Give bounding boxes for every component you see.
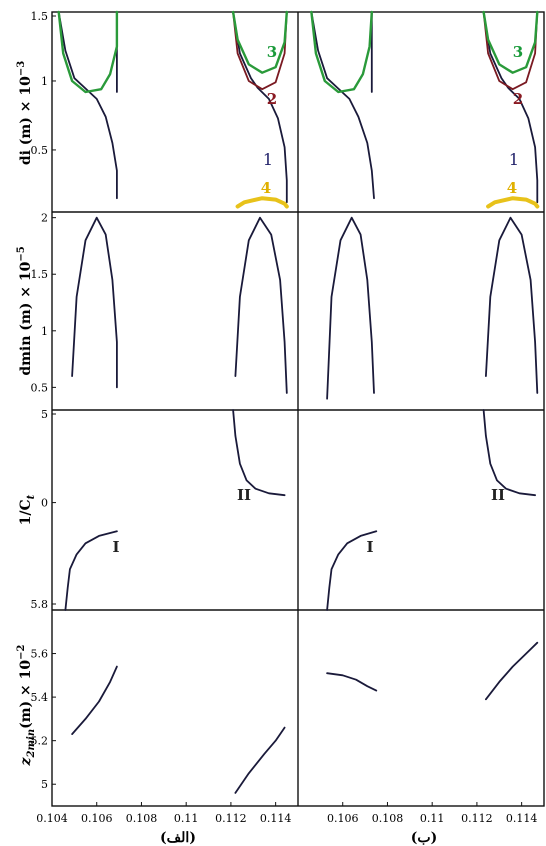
curve-row2-right-s0-seg1 [485, 216, 539, 394]
curve-row1-left-s3-seg0 [235, 196, 289, 209]
curve-row1-right-s3-seg0 [486, 196, 540, 209]
curve-row3-right-s1-seg0 [482, 409, 536, 497]
x-tick-right-1: 0.108 [372, 812, 404, 825]
annotation-2-0: 2 [267, 90, 277, 108]
curve-row1-right-s1-seg0 [482, 11, 539, 91]
curve-row4-left-s0-seg1 [234, 726, 286, 794]
x-tick-left-0: 0.104 [36, 812, 68, 825]
annotation-3-1: 3 [513, 43, 523, 61]
y-tick-r1-2: 0.5 [31, 144, 49, 157]
y-tick-r2-0: 2 [41, 212, 48, 225]
curve-row1-left-s0-seg2 [232, 11, 288, 204]
x-tick-left-3: 0.11 [174, 812, 199, 825]
y-tick-r1-1: 1 [41, 75, 48, 88]
curve-row3-right-s0-seg0 [326, 530, 378, 611]
curve-row1-right-s2-seg0 [310, 10, 373, 94]
annotation-1-1: 1 [509, 150, 519, 169]
curve-row2-left-s0-seg1 [234, 216, 288, 394]
annotation-4-0: 4 [261, 179, 271, 197]
x-tick-left-1: 0.106 [81, 812, 113, 825]
curve-row3-left-s1-seg0 [232, 409, 286, 497]
y-tick-r4-3: 5 [41, 778, 48, 791]
y-tick-r1-0: 1.5 [31, 10, 49, 23]
curve-row2-right-s0-seg0 [326, 216, 375, 400]
y-tick-r2-3: 0.5 [31, 381, 49, 394]
x-tick-right-4: 0.114 [506, 812, 538, 825]
x-tick-right-2: 0.11 [420, 812, 445, 825]
y-tick-r4-2: 5.2 [31, 735, 49, 748]
curve-row3-left-s0-seg0 [64, 530, 118, 611]
curve-row1-left-s2-seg1 [231, 10, 288, 74]
curve-row1-right-s0-seg2 [482, 11, 539, 204]
curve-row1-left-s2-seg0 [57, 10, 119, 94]
x-tick-labels: 0.104 0.106 0.108 0.11 0.112 0.114 0.106 0.108 0… [36, 802, 537, 825]
y-tick-r3-2: 5.8 [31, 598, 49, 611]
curve-row1-right-s2-seg1 [482, 10, 539, 74]
y-tick-r3-0: 5 [41, 408, 48, 421]
curve-row4-right-s0-seg0 [326, 672, 378, 692]
annotation-II-right: II [491, 486, 505, 504]
x-tick-left-4: 0.112 [215, 812, 247, 825]
ylabel-row2: dmin (m) × 10−5 [16, 246, 34, 375]
curve-row2-left-s0-seg0 [71, 216, 118, 389]
plot-curves [57, 10, 540, 794]
column-label-left: (الف) [160, 830, 196, 846]
annotation-II-left: II [237, 486, 251, 504]
curve-row1-left-s1-seg0 [232, 11, 288, 91]
y-tick-r2-1: 1.5 [31, 268, 49, 281]
annotation-I-left: I [112, 538, 119, 556]
y-tick-r4-0: 5.6 [31, 648, 49, 661]
curve-row4-left-s0-seg0 [71, 665, 118, 735]
annotation-I-right: I [366, 538, 373, 556]
ylabel-row4: z2min(m) × 10−2 [16, 644, 37, 766]
panel-frames [51, 11, 545, 807]
x-tick-right-3: 0.112 [461, 812, 493, 825]
x-tick-left-2: 0.108 [126, 812, 158, 825]
annotation-1-0: 1 [263, 150, 273, 169]
column-label-right: (ب) [411, 830, 437, 846]
curve-row1-right-s0-seg0 [310, 11, 375, 200]
y-tick-r2-2: 1 [41, 325, 48, 338]
annotation-3-0: 3 [267, 43, 277, 61]
annotation-4-1: 4 [507, 179, 517, 197]
ylabel-row1: di (m) × 10−3 [16, 61, 34, 165]
x-tick-right-0: 0.106 [327, 812, 359, 825]
y-tick-r3-1: 0 [41, 497, 48, 510]
annotation-2-1: 2 [513, 90, 523, 108]
ylabel-row3: 1/Ct [18, 494, 37, 525]
curve-row1-left-s0-seg0 [57, 11, 118, 200]
curve-row4-right-s0-seg1 [485, 641, 539, 701]
x-tick-left-5: 0.114 [260, 812, 292, 825]
y-tick-labels: 1.5 1 0.5 2 1.5 1 0.5 5 0 5.8 5.6 5.4 5.2 5 [31, 10, 56, 791]
y-tick-r4-1: 5.4 [31, 691, 49, 704]
